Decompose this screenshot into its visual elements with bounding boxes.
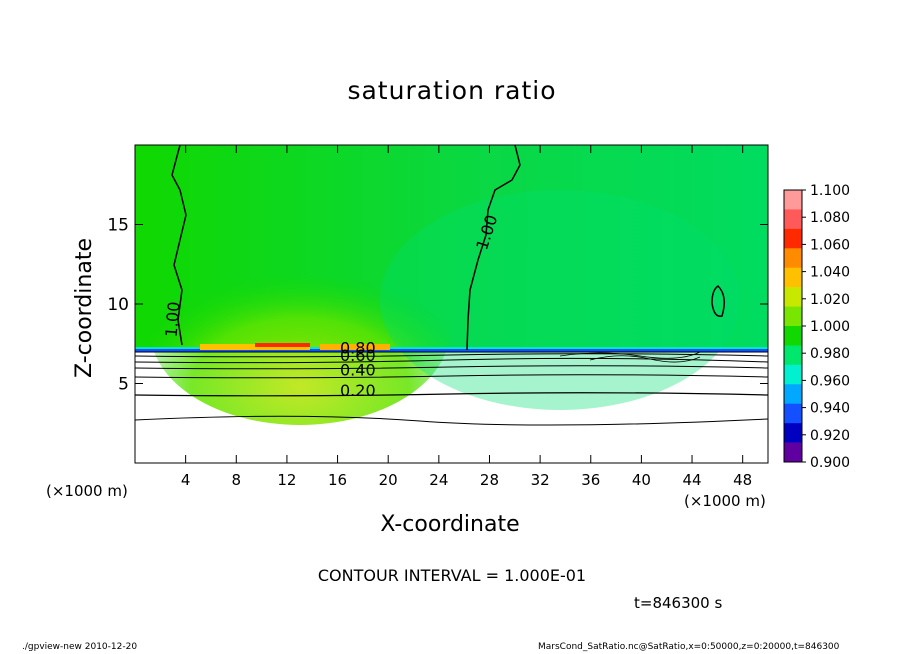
contour-line [589, 355, 701, 363]
contour-line [135, 353, 768, 358]
x-unit-label: (×1000 m) [46, 482, 128, 500]
colorbar-label: 0.980 [810, 346, 850, 362]
x-tick-label: 16 [328, 471, 347, 489]
contour-label: 0.80 [340, 338, 376, 357]
colorbar: 1.100 1.080 1.060 1.040 1.020 1.000 0.980 0.960… [783, 183, 850, 471]
boundary-red [255, 343, 310, 347]
y-tick-label: 10 [107, 295, 129, 315]
dry-anomaly [380, 190, 740, 410]
colorbar-swatch [784, 442, 802, 463]
colorbar-swatch [784, 209, 802, 230]
x-tick-label: 40 [632, 471, 651, 489]
colorbar-label: 1.000 [810, 319, 850, 335]
colorbar-label: 0.960 [810, 373, 850, 389]
colorbar-swatch [784, 190, 802, 210]
contour-line-1 [171, 145, 187, 346]
x-tick-label: 4 [181, 471, 191, 489]
colorbar-swatch [784, 267, 802, 288]
x-unit-label-right: (×1000 m) [684, 492, 766, 510]
contour-interval-text: CONTOUR INTERVAL = 1.000E-01 [317, 566, 587, 585]
colorbar-swatch [784, 326, 802, 346]
boundary-blue [135, 349, 768, 352]
colorbar-swatch [784, 287, 802, 307]
contour-line [135, 415, 768, 426]
footer-left: ./gpview-new 2010-12-20 [22, 642, 138, 652]
colorbar-label: 0.940 [810, 401, 850, 417]
colorbar-swatch [784, 423, 802, 443]
colorbar-swatch [784, 345, 802, 366]
x-axis-label: X-coordinate [380, 512, 520, 537]
contour-labels: 1.001.000.400.200.600.80 [162, 212, 502, 400]
colorbar-label: 1.020 [810, 292, 850, 308]
colorbar-swatch [784, 306, 802, 327]
colorbar-swatch [784, 403, 802, 424]
contour-label: 0.20 [340, 381, 376, 400]
contour-line [135, 374, 768, 379]
y-axis: 5 10 15 [107, 216, 768, 395]
colorbar-label: 0.900 [810, 455, 850, 471]
x-tick-label: 44 [682, 471, 701, 489]
footer-right: MarsCond_SatRatio.nc@SatRatio,x=0:50000,… [538, 642, 840, 652]
x-tick-label: 48 [733, 471, 752, 489]
contour-line [559, 351, 701, 359]
x-tick-label: 36 [581, 471, 600, 489]
colorbar-label: 0.920 [810, 428, 850, 444]
x-tick-label: 8 [232, 471, 242, 489]
colorbar-label: 1.040 [810, 265, 850, 281]
colorbar-label: 1.080 [810, 210, 850, 226]
boundary-orange-2 [320, 344, 390, 350]
colorbar-swatch [784, 364, 802, 385]
contour-line-2 [466, 145, 521, 351]
x-axis: 4 8 12 16 20 24 28 32 36 40 44 48 [181, 145, 752, 489]
plot-area [135, 145, 768, 463]
contour-label: 0.40 [340, 361, 376, 380]
contour-line [135, 392, 768, 397]
contour-line [135, 357, 768, 364]
y-tick-label: 5 [118, 375, 129, 395]
colorbar-swatch [784, 248, 802, 269]
chart-title: saturation ratio [347, 76, 557, 105]
contour-loop [711, 285, 725, 317]
colorbar-swatch [784, 384, 802, 405]
contour-line [135, 365, 768, 370]
x-tick-label: 24 [429, 471, 448, 489]
x-tick-label: 20 [379, 471, 398, 489]
contour-label: 0.60 [340, 346, 376, 365]
colorbar-label: 1.100 [810, 183, 850, 199]
colorbar-label: 1.060 [810, 237, 850, 253]
colorbar-swatch [784, 228, 802, 249]
y-axis-label: Z-coordinate [72, 238, 97, 378]
x-tick-label: 32 [531, 471, 550, 489]
x-tick-label: 12 [277, 471, 296, 489]
time-label: t=846300 s [634, 594, 723, 612]
x-tick-label: 28 [480, 471, 499, 489]
contour-label: 1.00 [162, 301, 184, 338]
y-tick-label: 15 [107, 216, 129, 236]
